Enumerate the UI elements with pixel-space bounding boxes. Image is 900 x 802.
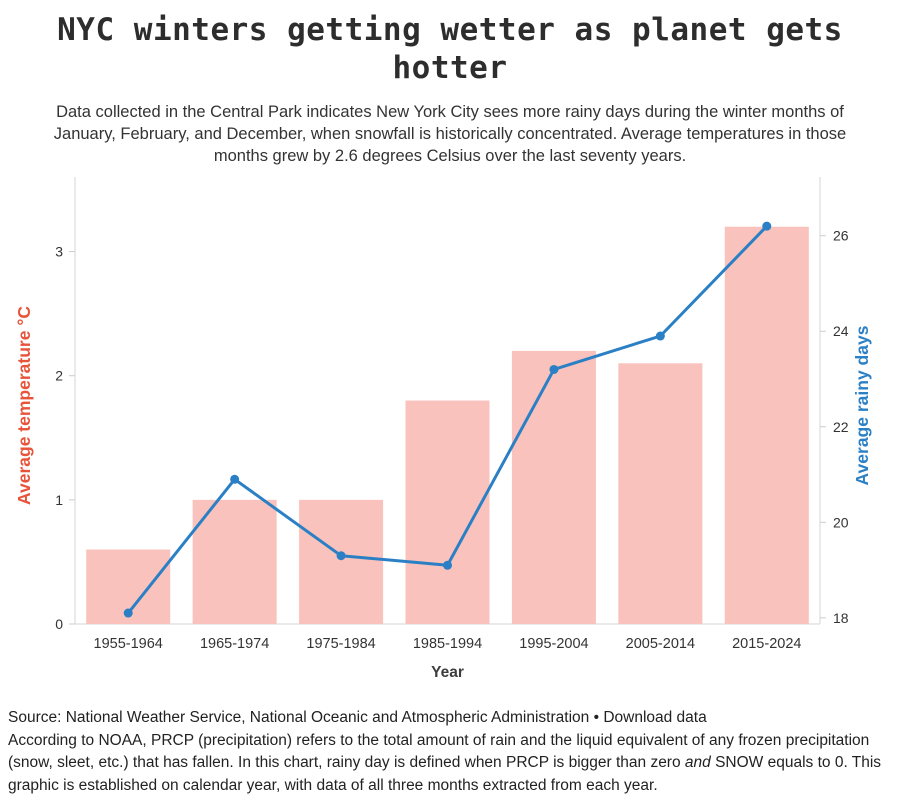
rainy-days-point-1955-1964 xyxy=(123,608,133,618)
right-tick-label: 22 xyxy=(833,419,849,435)
source-text: Source: National Weather Service, Nation… xyxy=(8,709,590,727)
footer: Source: National Weather Service, Nation… xyxy=(0,689,900,797)
chart-svg: 0 1 2 3 18 20 22 24 26 1955-1964 1965-1974 1975-198… xyxy=(14,177,872,681)
chart-subtitle: Data collected in the Central Park indic… xyxy=(53,102,847,165)
source-line: Source: National Weather Service, Nation… xyxy=(8,707,890,729)
temperature-bar-1975-1984 xyxy=(299,500,384,625)
x-tick-label: 1955-1964 xyxy=(94,636,163,652)
temperature-bar-1965-1974 xyxy=(192,500,277,625)
x-tick-label: 1975-1984 xyxy=(306,636,375,652)
left-tick-label: 1 xyxy=(55,492,63,508)
right-tick-label: 20 xyxy=(833,515,849,531)
header: NYC winters getting wetter as planet get… xyxy=(0,0,900,167)
source-separator: • xyxy=(589,709,604,727)
rainy-days-point-1995-2004 xyxy=(549,365,559,375)
rainy-days-point-1975-1984 xyxy=(336,551,346,561)
note-text-1: According to NOAA, PRCP (precipitation) … xyxy=(8,731,870,772)
temperature-bar-2005-2014 xyxy=(618,363,703,625)
right-tick-label: 24 xyxy=(833,324,849,340)
chart-title: NYC winters getting wetter as planet get… xyxy=(57,12,843,86)
x-tick-label: 2015-2024 xyxy=(732,636,801,652)
x-tick-label: 1965-1974 xyxy=(200,636,269,652)
note-italic: and xyxy=(684,754,711,772)
left-tick-label: 2 xyxy=(55,368,63,384)
left-tick-label: 3 xyxy=(55,244,63,260)
x-tick-label: 1985-1994 xyxy=(413,636,482,652)
right-axis-title: Average rainy days xyxy=(852,326,872,486)
rainy-days-point-2015-2024 xyxy=(762,222,772,232)
download-data-link[interactable]: Download data xyxy=(603,709,707,727)
methodology-note: According to NOAA, PRCP (precipitation) … xyxy=(8,730,890,797)
x-axis-title: Year xyxy=(431,664,464,681)
rainy-days-point-2005-2014 xyxy=(655,331,665,341)
right-tick-label: 26 xyxy=(833,228,849,244)
right-tick-label: 18 xyxy=(833,610,849,626)
rainy-days-point-1985-1994 xyxy=(443,561,452,571)
temperature-bar-2015-2024 xyxy=(724,227,809,625)
combo-chart: 0 1 2 3 18 20 22 24 26 1955-1964 1965-1974 1975-198… xyxy=(0,169,900,689)
left-tick-label: 0 xyxy=(55,616,63,632)
temperature-bar-1995-2004 xyxy=(511,351,596,625)
note-text-2: SNOW equals to 0. This graphic is establ… xyxy=(8,754,882,794)
rainy-days-point-1965-1974 xyxy=(230,475,240,485)
x-tick-label: 2005-2014 xyxy=(626,636,695,652)
x-tick-label: 1995-2004 xyxy=(519,636,588,652)
left-axis-title: Average temperature °C xyxy=(14,306,34,505)
